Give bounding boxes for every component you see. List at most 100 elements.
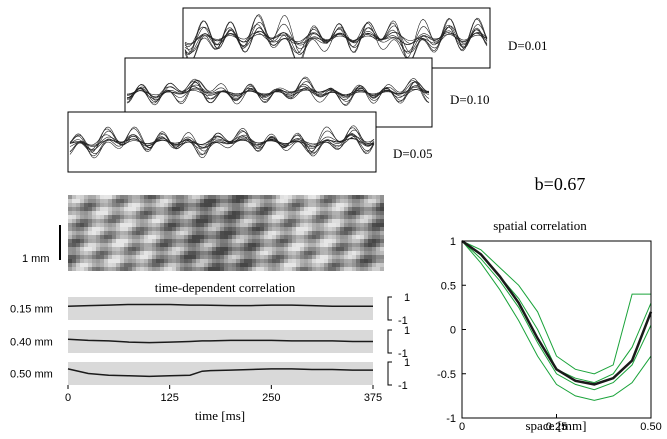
- pattern-cell: [132, 243, 136, 247]
- pattern-cell: [264, 263, 268, 267]
- pattern-cell: [92, 207, 96, 211]
- pattern-cell: [196, 247, 200, 251]
- pattern-cell: [220, 235, 224, 239]
- pattern-cell: [304, 207, 308, 211]
- x-tick-label: 0.50: [640, 421, 661, 433]
- pattern-cell: [364, 199, 368, 203]
- pattern-cell: [336, 211, 340, 215]
- pattern-cell: [140, 243, 144, 247]
- pattern-cell: [268, 207, 272, 211]
- pattern-cell: [200, 247, 204, 251]
- pattern-cell: [84, 211, 88, 215]
- pattern-cell: [216, 259, 220, 263]
- pattern-cell: [144, 255, 148, 259]
- pattern-cell: [292, 267, 296, 271]
- pattern-cell: [280, 235, 284, 239]
- pattern-cell: [140, 247, 144, 251]
- pattern-cell: [196, 255, 200, 259]
- pattern-cell: [172, 255, 176, 259]
- pattern-cell: [108, 235, 112, 239]
- pattern-cell: [80, 195, 84, 199]
- pattern-cell: [292, 199, 296, 203]
- row-line: [67, 303, 373, 307]
- pattern-cell: [148, 259, 152, 263]
- pattern-cell: [288, 239, 292, 243]
- pattern-cell: [308, 243, 312, 247]
- pattern-cell: [216, 243, 220, 247]
- pattern-cell: [80, 267, 84, 271]
- pattern-cell: [292, 251, 296, 255]
- pattern-cell: [80, 231, 84, 235]
- pattern-cell: [304, 231, 308, 235]
- pattern-cell: [104, 223, 108, 227]
- pattern-cell: [364, 259, 368, 263]
- pattern-cell: [148, 203, 152, 207]
- row-line: [67, 368, 373, 378]
- pattern-cell: [284, 215, 288, 219]
- pattern-cell: [180, 195, 184, 199]
- pattern-cell: [360, 207, 364, 211]
- pattern-cell: [184, 203, 188, 207]
- pattern-cell: [380, 207, 384, 211]
- pattern-cell: [264, 239, 268, 243]
- pattern-cell: [312, 267, 316, 271]
- pattern-cell: [116, 211, 120, 215]
- pattern-cell: [280, 227, 284, 231]
- pattern-cell: [224, 231, 228, 235]
- pattern-cell: [264, 227, 268, 231]
- pattern-cell: [96, 207, 100, 211]
- pattern-cell: [320, 219, 324, 223]
- pattern-cell: [96, 195, 100, 199]
- pattern-cell: [148, 243, 152, 247]
- pattern-cell: [256, 255, 260, 259]
- pattern-cell: [340, 235, 344, 239]
- pattern-cell: [72, 251, 76, 255]
- pattern-cell: [340, 267, 344, 271]
- trace: [184, 21, 488, 62]
- pattern-cell: [196, 251, 200, 255]
- pattern-cell: [268, 263, 272, 267]
- pattern-cell: [340, 255, 344, 259]
- pattern-cell: [140, 219, 144, 223]
- pattern-cell: [260, 251, 264, 255]
- pattern-cell: [352, 243, 356, 247]
- pattern-cell: [352, 211, 356, 215]
- pattern-cell: [128, 267, 132, 271]
- pattern-cell: [172, 263, 176, 267]
- pattern-cell: [312, 227, 316, 231]
- pattern-cell: [140, 215, 144, 219]
- pattern-cell: [284, 207, 288, 211]
- pattern-cell: [308, 223, 312, 227]
- pattern-cell: [136, 263, 140, 267]
- pattern-cell: [380, 267, 384, 271]
- pattern-cell: [368, 219, 372, 223]
- pattern-cell: [196, 223, 200, 227]
- pattern-cell: [160, 219, 164, 223]
- pattern-cell: [132, 247, 136, 251]
- pattern-cell: [132, 267, 136, 271]
- pattern-cell: [232, 235, 236, 239]
- pattern-cell: [292, 195, 296, 199]
- pattern-cell: [192, 231, 196, 235]
- pattern-cell: [116, 203, 120, 207]
- pattern-cell: [236, 231, 240, 235]
- pattern-cell: [380, 255, 384, 259]
- pattern-cell: [292, 255, 296, 259]
- pattern-cell: [220, 219, 224, 223]
- pattern-cell: [304, 247, 308, 251]
- pattern-cell: [220, 243, 224, 247]
- pattern-cell: [380, 251, 384, 255]
- pattern-cell: [300, 231, 304, 235]
- pattern-cell: [276, 259, 280, 263]
- pattern-cell: [284, 211, 288, 215]
- pattern-cell: [316, 251, 320, 255]
- pattern-cell: [108, 267, 112, 271]
- pattern-cell: [164, 231, 168, 235]
- pattern-cell: [72, 199, 76, 203]
- pattern-cell: [68, 215, 72, 219]
- pattern-cell: [176, 227, 180, 231]
- pattern-cell: [124, 243, 128, 247]
- pattern-cell: [316, 227, 320, 231]
- pattern-cell: [120, 195, 124, 199]
- pattern-cell: [176, 267, 180, 271]
